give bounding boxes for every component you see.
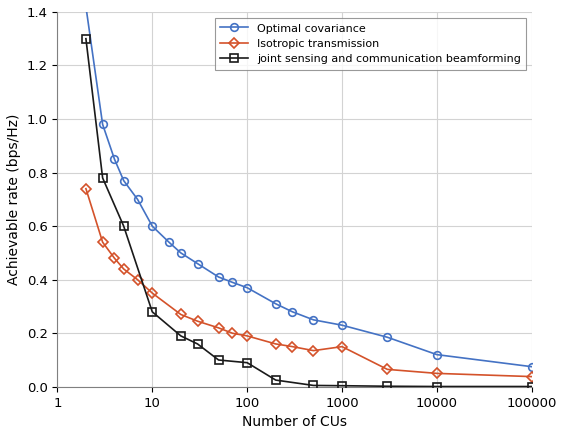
Isotropic transmission: [289, 344, 296, 349]
Optimal covariance: [528, 364, 535, 369]
Optimal covariance: [149, 224, 156, 229]
Optimal covariance: [178, 250, 184, 255]
joint sensing and communication beamforming: [434, 384, 440, 389]
Isotropic transmission: [229, 330, 236, 336]
Optimal covariance: [244, 285, 250, 290]
Isotropic transmission: [528, 374, 535, 379]
Optimal covariance: [120, 178, 127, 183]
Optimal covariance: [434, 352, 440, 357]
joint sensing and communication beamforming: [99, 175, 106, 181]
Optimal covariance: [215, 274, 222, 279]
Line: Isotropic transmission: Isotropic transmission: [82, 185, 536, 381]
Isotropic transmission: [434, 371, 440, 376]
Optimal covariance: [82, 4, 89, 9]
joint sensing and communication beamforming: [215, 358, 222, 363]
joint sensing and communication beamforming: [178, 333, 184, 338]
Isotropic transmission: [215, 325, 222, 330]
joint sensing and communication beamforming: [149, 309, 156, 314]
Isotropic transmission: [99, 240, 106, 245]
joint sensing and communication beamforming: [244, 360, 250, 365]
Legend: Optimal covariance, Isotropic transmission, joint sensing and communication beam: Optimal covariance, Isotropic transmissi…: [215, 17, 526, 70]
Optimal covariance: [338, 323, 345, 328]
Isotropic transmission: [149, 290, 156, 296]
joint sensing and communication beamforming: [82, 36, 89, 41]
Isotropic transmission: [384, 367, 391, 372]
Optimal covariance: [99, 122, 106, 127]
Isotropic transmission: [272, 341, 279, 347]
Optimal covariance: [272, 301, 279, 307]
Isotropic transmission: [194, 319, 201, 324]
Line: joint sensing and communication beamforming: joint sensing and communication beamform…: [82, 35, 536, 390]
joint sensing and communication beamforming: [384, 384, 391, 389]
joint sensing and communication beamforming: [338, 383, 345, 388]
joint sensing and communication beamforming: [528, 384, 535, 389]
joint sensing and communication beamforming: [120, 224, 127, 229]
Isotropic transmission: [82, 186, 89, 191]
Y-axis label: Achievable rate (bps/Hz): Achievable rate (bps/Hz): [7, 114, 21, 285]
Optimal covariance: [310, 317, 317, 323]
joint sensing and communication beamforming: [194, 341, 201, 347]
X-axis label: Number of CUs: Number of CUs: [242, 415, 347, 429]
Optimal covariance: [384, 335, 391, 340]
joint sensing and communication beamforming: [272, 378, 279, 383]
joint sensing and communication beamforming: [310, 383, 317, 388]
Optimal covariance: [289, 309, 296, 314]
Optimal covariance: [229, 280, 236, 285]
Isotropic transmission: [120, 266, 127, 272]
Optimal covariance: [194, 261, 201, 266]
Isotropic transmission: [178, 312, 184, 317]
Optimal covariance: [134, 197, 141, 202]
Optimal covariance: [111, 157, 118, 162]
Optimal covariance: [166, 240, 173, 245]
Isotropic transmission: [244, 333, 250, 338]
Line: Optimal covariance: Optimal covariance: [82, 3, 536, 371]
Isotropic transmission: [338, 344, 345, 349]
Isotropic transmission: [111, 255, 118, 261]
Isotropic transmission: [310, 348, 317, 353]
Isotropic transmission: [134, 277, 141, 282]
